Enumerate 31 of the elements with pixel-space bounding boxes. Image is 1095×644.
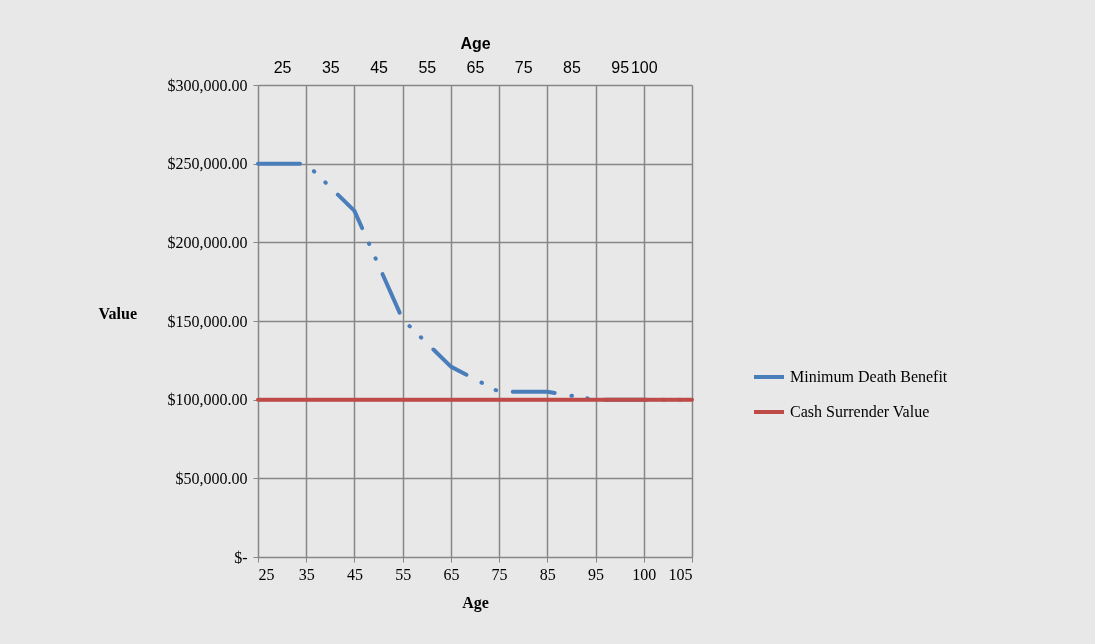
x2-tick-label: 55 bbox=[418, 58, 437, 76]
x-tick-label: 65 bbox=[443, 565, 460, 583]
x-tick-label: 35 bbox=[298, 565, 315, 583]
y-axis-title: Value bbox=[98, 304, 138, 322]
x2-tick-label: 25 bbox=[273, 58, 292, 76]
x-tick-label: 85 bbox=[539, 565, 556, 583]
y-tick-label: $150,000.00 bbox=[167, 312, 248, 330]
y-tick-label: $250,000.00 bbox=[167, 155, 248, 173]
x-axis-title: Age bbox=[462, 593, 489, 612]
y-tick-label: $200,000.00 bbox=[167, 233, 248, 251]
x-tick-label: 45 bbox=[346, 565, 363, 583]
x2-tick-label: 100 bbox=[630, 58, 658, 76]
y-tick-label: $100,000.00 bbox=[167, 391, 248, 409]
x-tick-label: 100 bbox=[632, 565, 657, 583]
x-tick-label: 75 bbox=[491, 565, 508, 583]
x2-tick-label: 35 bbox=[321, 58, 340, 76]
legend-label: Minimum Death Benefit bbox=[790, 368, 948, 385]
y-tick-label: $- bbox=[234, 548, 248, 566]
x-tick-label: 55 bbox=[395, 565, 412, 583]
x2-axis-title: Age bbox=[460, 34, 491, 52]
x-tick-label: 105 bbox=[668, 565, 693, 583]
y-tick-label: $300,000.00 bbox=[167, 76, 248, 94]
x2-tick-label: 65 bbox=[466, 58, 485, 76]
x2-tick-label: 85 bbox=[563, 58, 581, 76]
x-tick-label: 95 bbox=[588, 565, 605, 583]
x2-tick-label: 75 bbox=[514, 58, 533, 76]
legend-label: Cash Surrender Value bbox=[790, 403, 930, 420]
x-tick-label: 25 bbox=[258, 565, 275, 583]
x2-tick-label: 45 bbox=[370, 58, 389, 76]
y-tick-label: $50,000.00 bbox=[175, 469, 248, 487]
x2-tick-label: 95 bbox=[611, 58, 630, 76]
